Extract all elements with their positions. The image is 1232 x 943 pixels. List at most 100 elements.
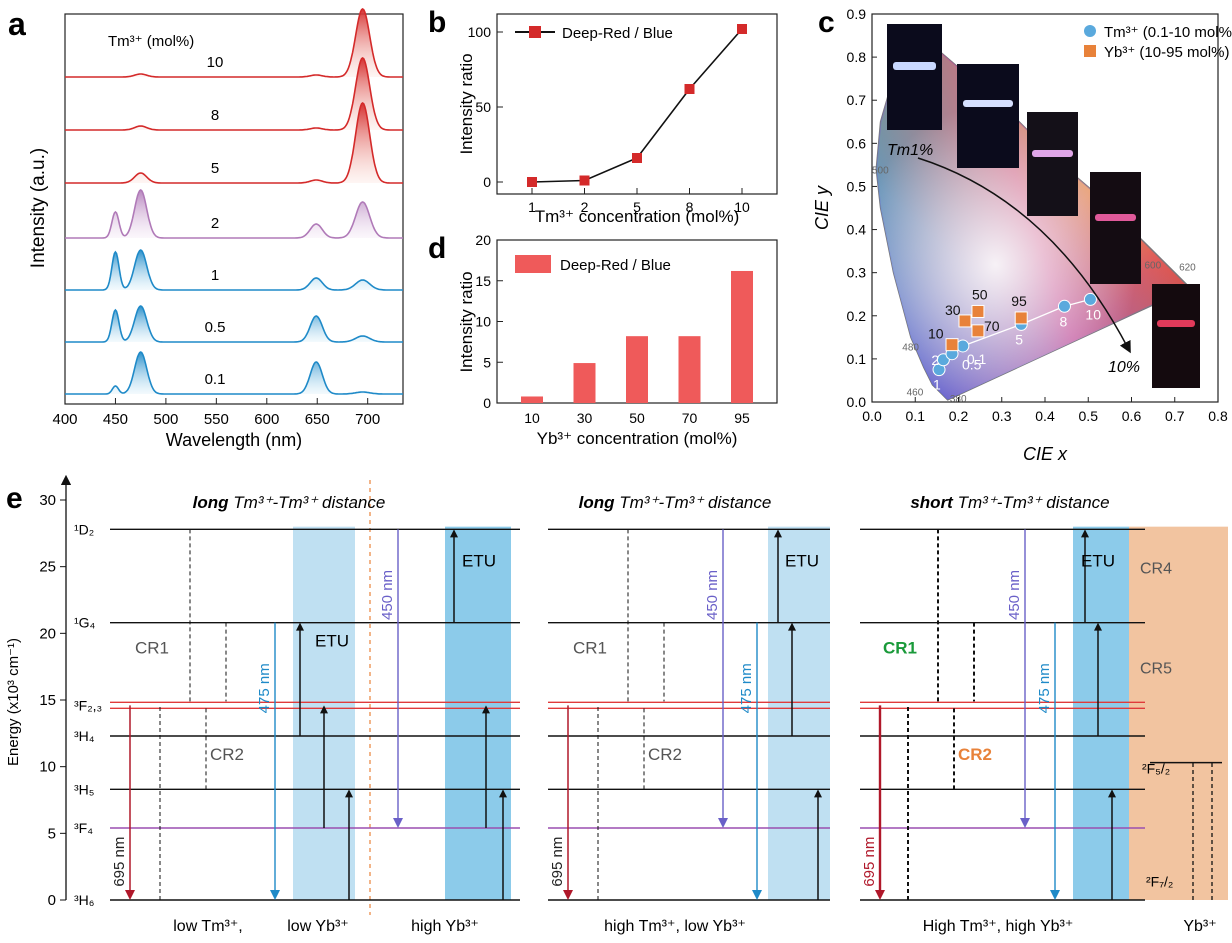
energy-section-2: 695 nm CR1 CR2 475 nm 450 nm ETU — [548, 526, 830, 901]
vial-glow-5 — [1157, 320, 1195, 327]
etu-arrowhead — [814, 789, 822, 798]
trend-arrow — [917, 157, 1131, 354]
panel-c-legend: Tm³⁺ (0.1-10 mol%) Yb³⁺ (10-95 mol%) — [1084, 24, 1232, 61]
label-etu: ETU — [315, 632, 349, 651]
ratio-marker — [527, 177, 537, 187]
y-tick-label: 10 — [39, 759, 56, 776]
x-tick-label: 10 — [524, 410, 540, 426]
etu-band — [1073, 526, 1129, 900]
emission-arrowhead — [125, 890, 135, 900]
spectrum-trace — [65, 305, 403, 343]
trace-label: 0.5 — [205, 319, 226, 336]
emission-arrowhead — [875, 890, 885, 900]
label-cr1: CR1 — [883, 638, 917, 657]
panel-c-ticks: 0.0 0.1 0.2 0.3 0.4 0.5 0.6 0.7 0.8 0.0 0.1 0.2 0.3 0… — [847, 6, 1228, 424]
energy-section-1: 695 nm CR1 CR2 475 nm 450 nm ETU ETU — [110, 480, 520, 915]
x-tick-label: 2 — [581, 199, 589, 215]
yb-band — [1129, 526, 1228, 900]
yb-lower-label: ²F₇/₂ — [1146, 874, 1173, 890]
x-tick-label: 0.4 — [1035, 408, 1055, 424]
spectrum-fill — [65, 306, 403, 342]
panel-e-label: e — [6, 482, 23, 515]
cie-diagram: 500600620480460380 — [872, 43, 1196, 405]
spectrum-fill — [65, 250, 403, 290]
vial-glow-2 — [963, 100, 1013, 107]
cie-white-shade — [876, 44, 1190, 400]
emission-arrowhead — [270, 890, 280, 900]
x-tick-label: 650 — [305, 411, 330, 428]
vial-photo-2 — [957, 64, 1019, 168]
ratio-bar — [626, 336, 648, 403]
etu-arrowhead — [482, 705, 490, 714]
y-tick-label: 20 — [475, 232, 491, 248]
x-tick-label: 700 — [355, 411, 380, 428]
etu-arrowhead — [450, 529, 458, 538]
label-etu: ETU — [1081, 552, 1115, 571]
panel-c: c CIE y CIE x 500600620480460380 0.00.10… — [812, 6, 1232, 464]
yb-point — [1014, 311, 1028, 325]
tm-point-label: 1 — [933, 377, 941, 393]
trace-label: 0.1 — [205, 371, 226, 388]
panel-b-ylabel: Intensity ratio — [457, 53, 476, 154]
tm-point — [1057, 299, 1071, 313]
level-label: ³H₅ — [74, 781, 94, 797]
y-tick-label: 100 — [468, 24, 492, 40]
level-label: ¹D₂ — [74, 521, 94, 537]
label-695nm: 695 nm — [861, 837, 878, 887]
tm-point-label: 0.5 — [962, 357, 982, 373]
label-cr1: CR1 — [135, 638, 169, 657]
spectrum-fill — [65, 352, 403, 394]
etu-arrowhead — [1081, 529, 1089, 538]
y-tick-label: 25 — [39, 559, 56, 576]
ratio-marker — [632, 153, 642, 163]
label-etu: ETU — [785, 552, 819, 571]
y-tick-label: 50 — [475, 99, 491, 115]
etu-arrowhead — [788, 622, 796, 631]
panel-b-xlabel: Tm³⁺ concentration (mol%) — [535, 207, 740, 226]
panel-a-label: a — [8, 6, 26, 42]
vial-photo-1 — [887, 24, 942, 130]
y-tick-label: 0.5 — [847, 178, 867, 194]
section-title: long Tm³⁺-Tm³⁺ distance — [579, 493, 772, 512]
panel-a-frame — [64, 13, 404, 405]
panel-b-legend-label: Deep-Red / Blue — [562, 25, 673, 42]
y-tick-label: 0.8 — [847, 49, 867, 65]
panel-c-label: c — [818, 6, 835, 39]
x-tick-label: 70 — [682, 410, 698, 426]
wavelength-mark: 480 — [902, 342, 919, 353]
level-label: ³H₄ — [74, 728, 95, 744]
yb-point-label: 30 — [945, 302, 961, 318]
x-tick-label: 550 — [204, 411, 229, 428]
panel-a: a Tm³⁺ (mol%) Intensity (a.u.) Wavelengt… — [8, 6, 404, 450]
trace-label: 5 — [211, 160, 219, 177]
panel-b: b Intensity ratio Tm³⁺ concentration (mo… — [428, 6, 778, 226]
ratio-marker — [579, 175, 590, 186]
etu-arrowhead — [1094, 622, 1102, 631]
spectrum-trace — [65, 8, 403, 78]
yb-point-label: 10 — [928, 326, 944, 342]
annotation-tm1: Tm1% — [887, 142, 933, 159]
panel-c-ylabel: CIE y — [812, 185, 832, 230]
yb-point — [971, 324, 985, 338]
panel-b-label: b — [428, 6, 446, 39]
legend-marker-yb — [1084, 45, 1096, 57]
y-tick-label: 15 — [39, 692, 56, 709]
spectrum-fill — [65, 103, 403, 183]
x-tick-label: 10 — [734, 199, 750, 215]
ratio-bar — [678, 336, 701, 403]
y-tick-label: 0.6 — [847, 135, 867, 151]
tm-point-label: 10 — [1085, 306, 1101, 322]
etu-arrowhead — [499, 789, 507, 798]
label-475nm: 475 nm — [1036, 663, 1053, 713]
vial-photo-3 — [1027, 112, 1078, 216]
level-label: ¹G₄ — [74, 615, 96, 631]
label-695nm: 695 nm — [111, 837, 128, 887]
x-tick-label: 400 — [52, 411, 77, 428]
x-tick-label: 0.3 — [992, 408, 1012, 424]
section-title: short Tm³⁺-Tm³⁺ distance — [910, 493, 1109, 512]
y-tick-label: 0.7 — [847, 92, 867, 108]
panel-d-ylabel: Intensity ratio — [457, 271, 476, 372]
trace-label: 1 — [211, 267, 219, 284]
label-cr1: CR1 — [573, 638, 607, 657]
y-tick-label: 20 — [39, 625, 56, 642]
